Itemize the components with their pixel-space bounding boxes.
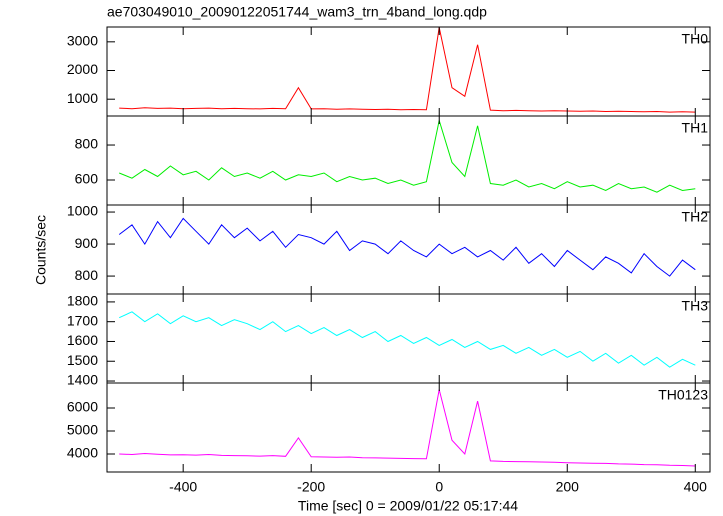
panel-frame <box>106 115 711 206</box>
y-axis-label: Counts/sec <box>33 215 49 285</box>
y-tick-label: 2000 <box>67 61 98 77</box>
y-tick-label: 1400 <box>67 372 98 388</box>
panel-frame <box>106 382 711 473</box>
y-tick-label: 4000 <box>67 445 98 461</box>
y-tick-label: 1000 <box>67 90 98 106</box>
y-tick-label: 800 <box>75 136 99 152</box>
y-tick-label: 600 <box>75 171 99 187</box>
panel-label: TH3 <box>682 298 709 314</box>
panel-frame <box>106 293 711 384</box>
y-tick-label: 1700 <box>67 312 98 328</box>
y-tick-label: 1800 <box>67 293 98 309</box>
y-tick-label: 1500 <box>67 352 98 368</box>
x-tick-label: -400 <box>169 479 197 495</box>
data-line <box>118 311 696 368</box>
x-axis-label: Time [sec] 0 = 2009/01/22 05:17:44 <box>298 498 518 514</box>
panel-frame <box>106 26 711 117</box>
data-line <box>118 217 696 277</box>
chart-title: ae703049010_20090122051744_wam3_trn_4ban… <box>107 4 487 20</box>
y-tick-label: 900 <box>75 235 99 251</box>
panel-label: TH0 <box>682 31 709 47</box>
panel-label: TH0123 <box>658 387 708 403</box>
data-line <box>119 120 696 193</box>
y-tick-label: 5000 <box>67 422 98 438</box>
y-tick-label: 800 <box>75 267 99 283</box>
y-tick-label: 3000 <box>67 33 98 49</box>
x-tick-label: 0 <box>435 479 443 495</box>
panel-label: TH1 <box>682 120 709 136</box>
y-tick-label: 1600 <box>67 332 98 348</box>
y-tick-label: 1000 <box>67 203 98 219</box>
data-line <box>119 389 696 467</box>
y-tick-label: 6000 <box>67 399 98 415</box>
x-tick-label: 400 <box>684 479 708 495</box>
panel-label: TH2 <box>682 209 709 225</box>
x-tick-label: -200 <box>297 479 325 495</box>
panel-frame <box>106 204 711 295</box>
data-line <box>119 27 696 113</box>
x-tick-label: 200 <box>556 479 580 495</box>
